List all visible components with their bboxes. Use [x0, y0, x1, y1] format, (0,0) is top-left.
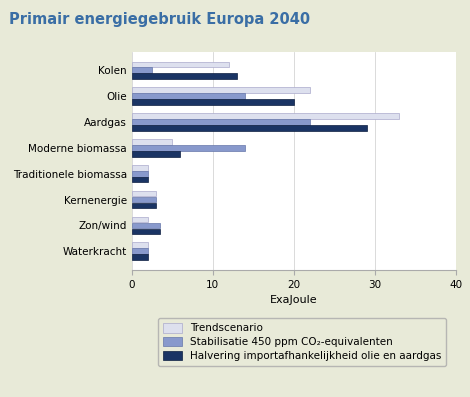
Bar: [132, 165, 148, 171]
Bar: [132, 177, 148, 183]
Text: Primair energiegebruik Europa 2040: Primair energiegebruik Europa 2040: [9, 12, 311, 27]
Bar: [132, 229, 160, 234]
Bar: [132, 243, 148, 248]
Bar: [132, 73, 237, 79]
Bar: [132, 223, 160, 228]
Bar: [132, 217, 148, 222]
Bar: [132, 119, 310, 125]
Legend: Trendscenario, Stabilisatie 450 ppm CO₂-equivalenten, Halvering importafhankelij: Trendscenario, Stabilisatie 450 ppm CO₂-…: [157, 318, 446, 366]
Bar: [132, 67, 152, 73]
Bar: [132, 249, 148, 254]
Bar: [132, 125, 367, 131]
Bar: [132, 93, 245, 99]
Bar: [132, 113, 399, 119]
Bar: [132, 99, 294, 105]
Bar: [132, 139, 172, 145]
Bar: [132, 87, 310, 93]
Bar: [132, 202, 156, 208]
Bar: [132, 151, 180, 157]
Bar: [132, 145, 245, 151]
X-axis label: ExaJoule: ExaJoule: [270, 295, 318, 305]
Bar: [132, 191, 156, 197]
Bar: [132, 254, 148, 260]
Bar: [132, 171, 148, 177]
Bar: [132, 197, 156, 202]
Bar: [132, 62, 229, 67]
